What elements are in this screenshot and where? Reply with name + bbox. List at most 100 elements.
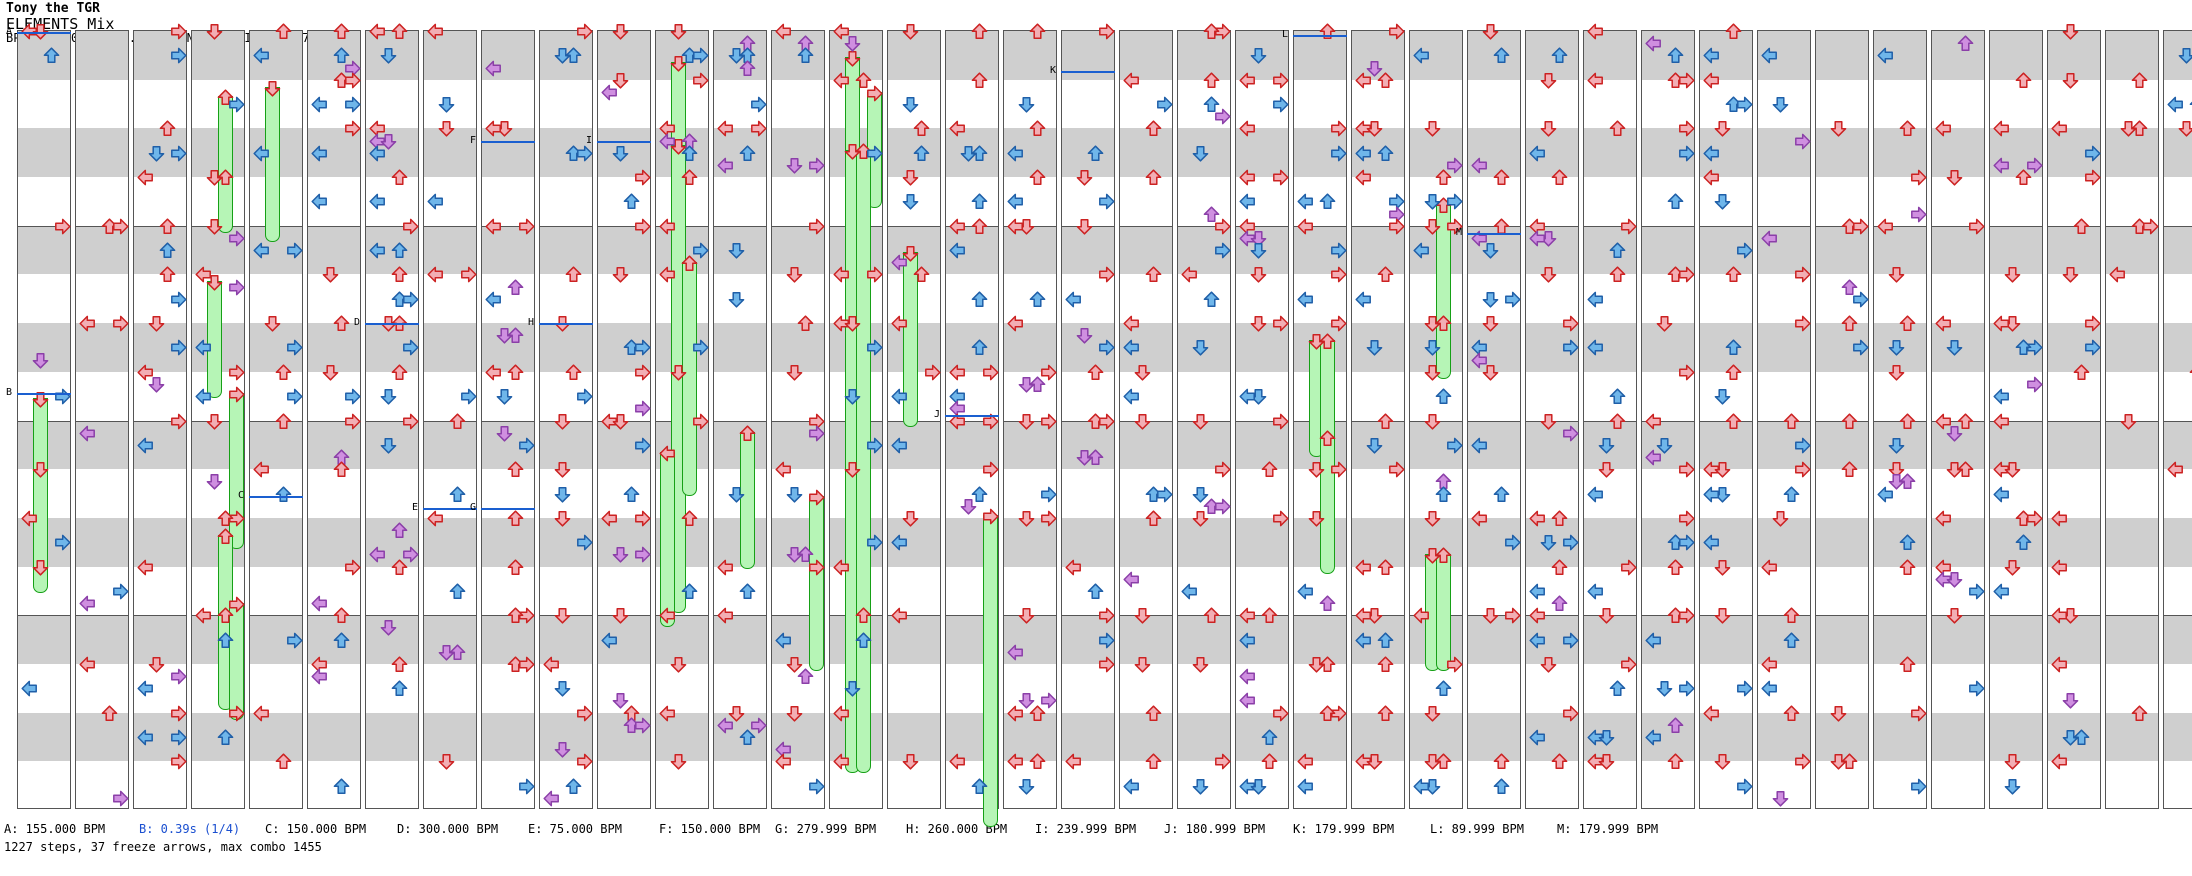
step-arrow[interactable]: [681, 583, 698, 600]
step-arrow[interactable]: [1529, 632, 1546, 649]
step-arrow[interactable]: [311, 668, 328, 685]
step-arrow[interactable]: [1214, 242, 1231, 259]
step-arrow[interactable]: [206, 218, 223, 235]
step-arrow[interactable]: [1645, 729, 1662, 746]
step-arrow[interactable]: [1504, 291, 1521, 308]
step-arrow[interactable]: [311, 193, 328, 210]
step-arrow[interactable]: [1377, 656, 1394, 673]
step-arrow[interactable]: [1076, 449, 1093, 466]
step-arrow[interactable]: [1355, 72, 1372, 89]
step-arrow[interactable]: [1377, 145, 1394, 162]
step-arrow[interactable]: [1239, 607, 1256, 624]
step-arrow[interactable]: [159, 242, 176, 259]
step-arrow[interactable]: [1272, 315, 1289, 332]
step-arrow[interactable]: [1761, 680, 1778, 697]
step-arrow[interactable]: [565, 266, 582, 283]
step-arrow[interactable]: [1540, 656, 1557, 673]
step-arrow[interactable]: [79, 595, 96, 612]
measure-column[interactable]: [1061, 23, 1115, 809]
step-arrow[interactable]: [1413, 242, 1430, 259]
step-arrow[interactable]: [750, 120, 767, 137]
step-arrow[interactable]: [1181, 583, 1198, 600]
step-arrow[interactable]: [949, 218, 966, 235]
step-arrow[interactable]: [1714, 193, 1731, 210]
step-arrow[interactable]: [112, 315, 129, 332]
step-arrow[interactable]: [728, 486, 745, 503]
step-arrow[interactable]: [670, 753, 687, 770]
step-arrow[interactable]: [612, 692, 629, 710]
freeze-arrow-head[interactable]: [982, 508, 999, 525]
step-arrow[interactable]: [1935, 120, 1952, 137]
step-arrow[interactable]: [1667, 559, 1684, 576]
step-arrow[interactable]: [681, 169, 698, 186]
step-arrow[interactable]: [391, 656, 408, 673]
step-arrow[interactable]: [1471, 230, 1488, 247]
step-arrow[interactable]: [1435, 315, 1452, 332]
step-arrow[interactable]: [739, 583, 756, 600]
step-arrow[interactable]: [112, 583, 129, 600]
step-arrow[interactable]: [1065, 291, 1082, 308]
step-arrow[interactable]: [1482, 607, 1499, 624]
step-arrow[interactable]: [1272, 72, 1289, 89]
step-arrow[interactable]: [402, 218, 419, 235]
step-arrow[interactable]: [1098, 339, 1115, 356]
step-arrow[interactable]: [333, 778, 350, 795]
step-arrow[interactable]: [54, 534, 71, 551]
step-arrow[interactable]: [344, 72, 361, 89]
step-arrow[interactable]: [1366, 437, 1383, 454]
step-arrow[interactable]: [217, 510, 234, 527]
step-arrow[interactable]: [1214, 218, 1231, 235]
step-arrow[interactable]: [275, 412, 292, 430]
step-arrow[interactable]: [344, 388, 361, 405]
step-arrow[interactable]: [971, 778, 988, 795]
step-arrow[interactable]: [1888, 461, 1905, 478]
step-arrow[interactable]: [1308, 461, 1325, 478]
step-arrow[interactable]: [1540, 266, 1557, 283]
step-arrow[interactable]: [1330, 266, 1347, 283]
step-arrow[interactable]: [1250, 778, 1267, 795]
step-arrow[interactable]: [1493, 485, 1510, 503]
step-arrow[interactable]: [159, 266, 176, 283]
step-arrow[interactable]: [1620, 656, 1637, 673]
step-arrow[interactable]: [170, 23, 187, 40]
step-arrow[interactable]: [137, 364, 154, 381]
measure-column[interactable]: [423, 23, 477, 809]
step-arrow[interactable]: [2026, 157, 2043, 174]
step-arrow[interactable]: [949, 413, 966, 430]
step-arrow[interactable]: [1562, 534, 1579, 551]
step-arrow[interactable]: [1678, 534, 1695, 551]
step-arrow[interactable]: [253, 47, 270, 64]
step-arrow[interactable]: [659, 705, 676, 722]
measure-column[interactable]: [713, 30, 767, 809]
step-arrow[interactable]: [449, 412, 466, 430]
step-arrow[interactable]: [322, 266, 339, 283]
step-arrow[interactable]: [1018, 692, 1035, 710]
step-arrow[interactable]: [1424, 510, 1441, 527]
step-arrow[interactable]: [1562, 705, 1579, 722]
step-arrow[interactable]: [2120, 413, 2137, 430]
step-arrow[interactable]: [2073, 364, 2090, 381]
step-arrow[interactable]: [507, 559, 524, 576]
step-arrow[interactable]: [485, 364, 502, 381]
step-arrow[interactable]: [1899, 656, 1916, 673]
step-arrow[interactable]: [1946, 425, 1963, 442]
step-arrow[interactable]: [137, 437, 154, 454]
step-arrow[interactable]: [1435, 388, 1452, 405]
measure-column[interactable]: [1235, 30, 1289, 809]
step-arrow[interactable]: [344, 559, 361, 576]
step-arrow[interactable]: [1598, 607, 1615, 624]
step-arrow[interactable]: [750, 717, 767, 734]
step-arrow[interactable]: [1993, 388, 2010, 405]
step-arrow[interactable]: [1446, 193, 1463, 210]
step-arrow[interactable]: [1609, 242, 1626, 259]
step-arrow[interactable]: [1620, 218, 1637, 235]
step-arrow[interactable]: [866, 339, 883, 356]
step-arrow[interactable]: [253, 705, 270, 722]
step-arrow[interactable]: [322, 364, 339, 381]
freeze-arrow-head[interactable]: [670, 138, 687, 155]
step-arrow[interactable]: [1714, 607, 1731, 624]
step-arrow[interactable]: [311, 96, 328, 113]
step-arrow[interactable]: [1772, 510, 1789, 527]
step-arrow[interactable]: [808, 218, 825, 235]
step-arrow[interactable]: [1910, 169, 1927, 186]
